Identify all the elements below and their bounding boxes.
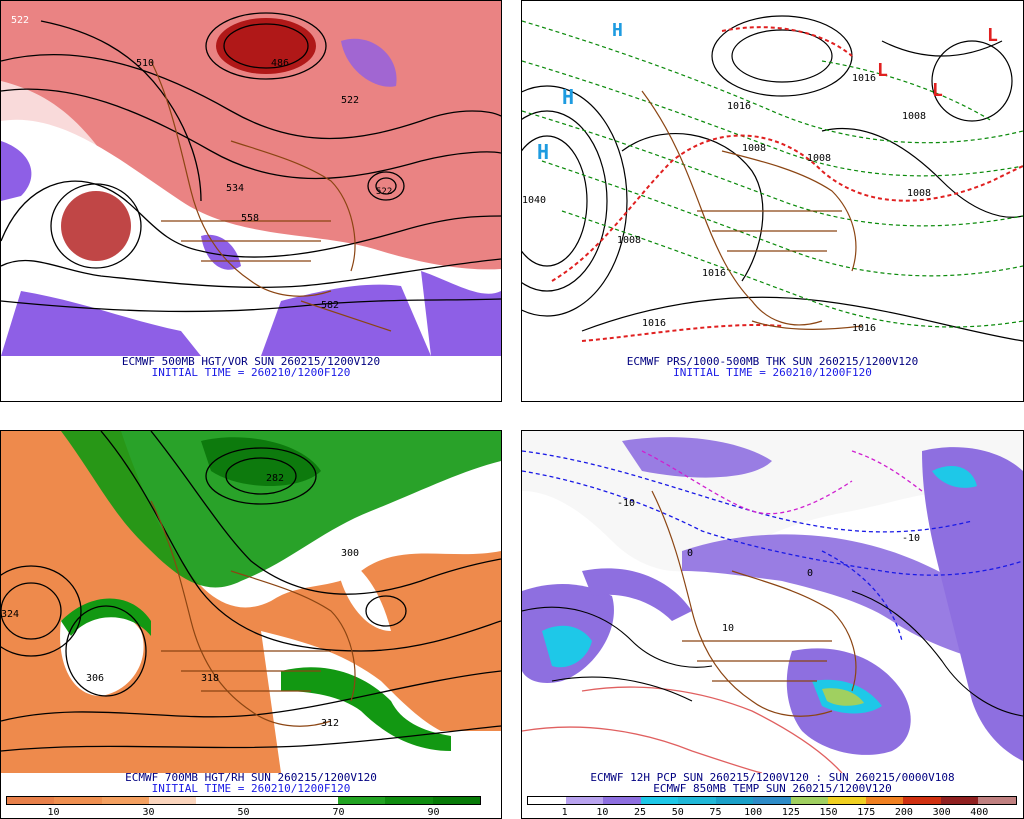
scale-swatch — [243, 797, 291, 804]
panel-700mb-hgt-rh: 324 306 312 282 300 318 ECMWF 700MB HGT/… — [0, 430, 502, 819]
panel-500mb-hgt-vor: 522 510 486 534 558 522 582 522 ECMWF 50… — [0, 0, 502, 402]
scale-swatch — [101, 797, 149, 804]
map-label: 534 — [226, 183, 244, 194]
map-label: 582 — [321, 300, 339, 311]
scale-tick-label: 125 — [781, 807, 800, 818]
rh-color-scale: 10 30 50 70 90 — [6, 796, 481, 818]
map-label: 1016 — [852, 323, 876, 334]
panel-prs-thickness: H H H L L L 1040 1008 1016 1016 1008 100… — [521, 0, 1024, 402]
scale-swatch — [865, 797, 904, 804]
scale-tick-label: 30 — [142, 807, 155, 818]
scale-swatch — [678, 797, 716, 804]
scale-swatch — [432, 797, 480, 804]
scale-tick-label: 25 — [634, 807, 647, 818]
low-marker: L — [932, 80, 943, 101]
map-label: 1008 — [807, 153, 831, 164]
caption-line1: ECMWF PRS/1000-500MB THK SUN 260215/1200… — [626, 355, 919, 368]
scale-swatch — [148, 797, 197, 804]
scale-swatch — [603, 797, 641, 804]
map-label: 486 — [271, 58, 289, 69]
panel-12h-precip: -10 0 10 -10 0 ECMWF 12H PCP SUN 260215/… — [521, 430, 1024, 819]
high-marker: H — [537, 140, 549, 164]
scale-tick-label: 150 — [819, 807, 838, 818]
map-label: 0 — [687, 548, 693, 559]
scale-swatch — [565, 797, 604, 804]
scale-tick-label: 10 — [47, 807, 60, 818]
caption-line2: INITIAL TIME = 260210/1200F120 — [673, 366, 872, 379]
scale-tick-label: 75 — [709, 807, 722, 818]
map-label: 282 — [266, 473, 284, 484]
scale-tick-label: 300 — [932, 807, 951, 818]
scale-tick-label: 175 — [857, 807, 876, 818]
map-label: 1016 — [702, 268, 726, 279]
scale-tick-label: 100 — [744, 807, 763, 818]
map-label: 1040 — [522, 195, 546, 206]
map-label: 558 — [241, 213, 259, 224]
scale-tick-label: 1 — [561, 807, 568, 818]
map-label: 510 — [136, 58, 154, 69]
caption-line2: INITIAL TIME = 260210/1200F120 — [151, 782, 351, 795]
map-label: 522 — [11, 15, 29, 26]
scale-swatch — [528, 797, 566, 804]
scale-tick-label: 10 — [596, 807, 609, 818]
map-label: 324 — [1, 609, 19, 620]
scale-swatch — [715, 797, 754, 804]
low-marker: L — [987, 25, 998, 46]
scale-tick-label: 50 — [671, 807, 684, 818]
scale-tick-label: 50 — [237, 807, 250, 818]
precip-color-scale: 1 10 25 50 75 100 125 150 175 200 300 400 — [527, 796, 1017, 818]
map-label: 10 — [722, 623, 734, 634]
scale-swatch — [790, 797, 829, 804]
map-label: 1016 — [727, 101, 751, 112]
map-label: -10 — [617, 498, 635, 509]
map-label: 1008 — [902, 111, 926, 122]
map-label: 318 — [201, 673, 219, 684]
scale-swatch — [290, 797, 339, 804]
map-surface-pressure: H H H L L L 1040 1008 1016 1016 1008 100… — [522, 1, 1023, 354]
map-label: 0 — [807, 568, 813, 579]
map-label: 522 — [376, 187, 392, 197]
caption-line2: ECMWF 850MB TEMP SUN 260215/1200V120 — [653, 782, 892, 795]
map-label: 1008 — [617, 235, 641, 246]
scale-swatch — [54, 797, 102, 804]
scale-swatch — [753, 797, 791, 804]
scale-swatch — [903, 797, 941, 804]
map-label: 1008 — [742, 143, 766, 154]
map-700mb-humidity: 324 306 312 282 300 318 — [1, 431, 501, 773]
map-label: 312 — [321, 718, 339, 729]
scale-tick-label: 70 — [332, 807, 345, 818]
caption-line1: ECMWF 700MB HGT/RH SUN 260215/1200V120 — [125, 771, 377, 784]
map-label: 306 — [86, 673, 104, 684]
map-12h-precipitation: -10 0 10 -10 0 — [522, 431, 1023, 773]
scale-swatch — [385, 797, 433, 804]
high-marker: H — [562, 85, 574, 109]
map-label: 1016 — [642, 318, 666, 329]
scale-tick-label: 90 — [427, 807, 440, 818]
scale-tick-label: 200 — [894, 807, 913, 818]
caption-line1: ECMWF 12H PCP SUN 260215/1200V120 : SUN … — [590, 771, 955, 784]
caption-line2: INITIAL TIME = 260210/1200F120 — [151, 366, 351, 379]
high-marker: H — [612, 20, 623, 41]
map-label: 300 — [341, 548, 359, 559]
scale-swatch — [196, 797, 244, 804]
low-marker: L — [877, 60, 888, 81]
scale-tick-label: 400 — [970, 807, 989, 818]
scale-swatch — [640, 797, 679, 804]
caption-line1: ECMWF 500MB HGT/VOR SUN 260215/1200V120 — [121, 355, 381, 368]
scale-swatch — [828, 797, 866, 804]
scale-swatch — [978, 797, 1016, 804]
map-label: 1008 — [907, 188, 931, 199]
scale-swatch — [7, 797, 55, 804]
map-500mb-vorticity: 522 510 486 534 558 522 582 522 — [1, 1, 501, 356]
scale-swatch — [940, 797, 979, 804]
map-label: 1016 — [852, 73, 876, 84]
map-label: 522 — [341, 95, 359, 106]
scale-swatch — [338, 797, 386, 804]
map-label: -10 — [902, 533, 920, 544]
